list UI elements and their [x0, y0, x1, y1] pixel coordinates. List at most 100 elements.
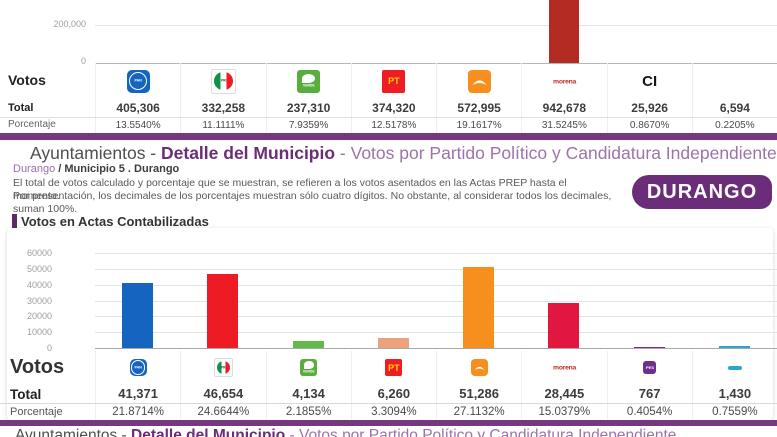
morena-logo-cell: morena	[521, 63, 606, 99]
pvem-total: 4,134	[265, 384, 351, 403]
purple-divider	[0, 133, 777, 140]
pt-percentage: 12.5178%	[350, 118, 436, 133]
pvem-column	[266, 0, 351, 63]
gridline	[95, 332, 777, 333]
pt-column	[351, 253, 436, 348]
porcentaje-row-label: Porcentaje	[10, 406, 63, 418]
footer-page-title: Ayuntamientos - Detalle del Municipio - …	[15, 427, 676, 437]
pri-logo-icon: PRI	[210, 68, 236, 94]
pan-logo-icon: PAN	[126, 69, 150, 93]
section-title-bar	[12, 214, 17, 229]
top-results-chart	[95, 0, 777, 63]
title-section: Ayuntamientos -	[30, 143, 161, 163]
mc-percentage: 27.1132%	[436, 404, 521, 419]
gridline	[95, 269, 777, 270]
note-line-2: Por presentación, los decimales de los p…	[13, 190, 612, 215]
x-axis-line	[95, 348, 777, 349]
gridline	[95, 253, 777, 254]
breadcrumb-separator: /	[55, 163, 65, 175]
title-section: Ayuntamientos -	[15, 427, 132, 437]
pvem-logo-icon: VERDE	[300, 359, 318, 376]
main-chart	[95, 253, 777, 348]
y-axis-tick: 50000	[26, 264, 52, 274]
purple-divider	[0, 420, 777, 426]
pvem-percentage: 2.1855%	[265, 404, 351, 419]
rsp-total: 1,430	[691, 384, 777, 403]
breadcrumb: Durango / Municipio 5 . Durango	[13, 163, 179, 175]
ci-percentage: 0.8670%	[606, 118, 692, 133]
total-row-label: Total	[8, 102, 34, 114]
pt-percentage: 3.3094%	[350, 404, 436, 419]
mc-total: 572,995	[436, 99, 521, 117]
gridline	[95, 301, 777, 302]
otros-column	[692, 0, 777, 63]
votos-row-label: Votos	[8, 72, 46, 88]
pri-bar	[207, 274, 239, 348]
morena-percentage: 15.0379%	[521, 404, 606, 419]
pri-logo-icon: PRI	[213, 358, 233, 377]
state-badge[interactable]: DURANGO	[632, 175, 772, 209]
pvem-logo-cell: VERDE	[265, 351, 351, 384]
pan-percentage: 13.5540%	[95, 118, 180, 133]
ci-logo-icon: CI	[642, 72, 658, 90]
porcentaje-row-label: Porcentaje	[8, 119, 56, 130]
morena-column	[521, 253, 606, 348]
mc-total: 51,286	[436, 384, 521, 403]
y-axis-tick: 20000	[26, 311, 52, 321]
y-axis-tick: 30000	[26, 296, 52, 306]
otros-logo-cell	[691, 63, 777, 99]
pri-column	[180, 253, 265, 348]
gridline	[95, 285, 777, 286]
mc-percentage: 19.1617%	[436, 118, 521, 133]
page-title: Ayuntamientos - Detalle del Municipio - …	[30, 143, 777, 164]
morena-bar	[548, 0, 579, 63]
rsp-logo-cell	[691, 351, 777, 384]
pes-bar	[633, 346, 665, 348]
rsp-bar	[718, 345, 750, 348]
title-detail: Detalle del Municipio	[161, 143, 336, 163]
breadcrumb-current: Municipio 5 . Durango	[64, 163, 180, 175]
y-axis-tick: 60000	[26, 248, 52, 258]
breadcrumb-state-link[interactable]: Durango	[13, 163, 56, 175]
rsp-percentage: 0.7559%	[691, 404, 777, 419]
mc-logo-icon	[470, 359, 488, 376]
title-votes: - Votos por Partido Político y Candidatu…	[285, 427, 677, 437]
pri-logo-cell: PRI	[180, 63, 265, 99]
pan-column	[95, 0, 180, 63]
row-separator	[0, 403, 777, 404]
pvem-column	[266, 253, 351, 348]
pan-column	[95, 253, 180, 348]
pt-logo-cell: PT	[350, 351, 436, 384]
pvem-bar	[292, 341, 324, 348]
pri-total: 46,654	[180, 384, 265, 403]
pt-logo-icon: PT	[382, 69, 406, 93]
y-axis-tick: 0	[46, 343, 52, 353]
otros-total: 6,594	[691, 99, 777, 117]
pan-bar	[122, 282, 154, 348]
morena-column	[521, 0, 606, 63]
pes-percentage: 0.4054%	[606, 404, 692, 419]
pan-logo-icon: PAN	[129, 359, 147, 376]
pri-total: 332,258	[180, 99, 265, 117]
mc-bar	[463, 266, 495, 348]
pt-column	[351, 0, 436, 63]
morena-logo-icon: morena	[552, 77, 576, 85]
pri-percentage: 24.6644%	[180, 404, 265, 419]
pvem-percentage: 7.9359%	[265, 118, 351, 133]
morena-total: 942,678	[521, 99, 606, 117]
pvem-logo-cell: VERDE	[265, 63, 351, 99]
rsp-column	[692, 253, 777, 348]
pri-column	[180, 0, 265, 63]
morena-logo-cell: morena	[521, 351, 606, 384]
y-axis-tick: 40000	[26, 280, 52, 290]
pt-logo-icon: PT	[385, 359, 403, 376]
morena-logo-icon: morena	[552, 363, 576, 372]
rsp-logo-icon	[726, 359, 743, 376]
mc-logo-cell	[436, 63, 521, 99]
row-separator	[0, 117, 777, 118]
section-title: Votos en Actas Contabilizadas	[21, 214, 209, 229]
gridline	[95, 25, 777, 26]
pt-total: 374,320	[350, 99, 436, 117]
morena-percentage: 31.5245%	[521, 118, 606, 133]
pt-logo-cell: PT	[350, 63, 436, 99]
